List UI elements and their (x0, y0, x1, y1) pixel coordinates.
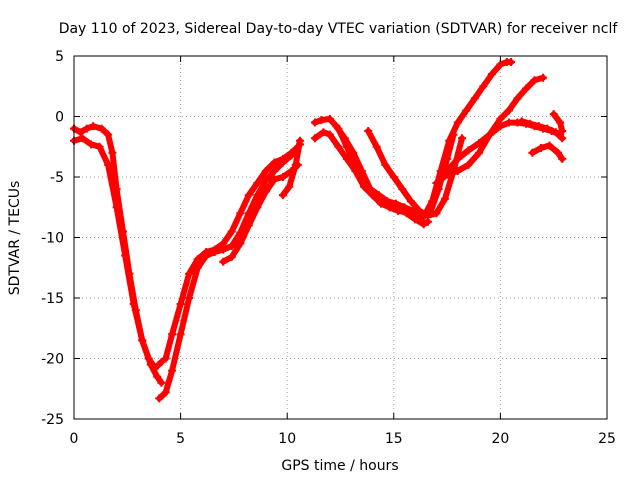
series-markers-arc-14 (549, 110, 567, 136)
x-axis-label: GPS time / hours (281, 458, 398, 474)
chart-title: Day 110 of 2023, Sidereal Day-to-day VTE… (59, 21, 619, 37)
series-markers-arc-2 (70, 134, 166, 387)
y-tick-label: 0 (55, 110, 64, 126)
x-tick-label: 10 (278, 431, 296, 447)
series-arc-2 (71, 135, 165, 386)
series-markers-arc-12 (517, 117, 567, 143)
y-axis-label: SDTVAR / TECUs (7, 181, 23, 296)
y-tick-label: -25 (41, 412, 64, 428)
series-markers-arc-13 (528, 141, 567, 163)
x-tick-label: 15 (385, 431, 403, 447)
series-markers-arc-4 (161, 142, 302, 363)
series-arc-15 (279, 137, 303, 199)
y-tick-label: -15 (41, 291, 64, 307)
data-series-layer (70, 58, 567, 403)
series-markers-arc-1 (70, 122, 166, 373)
y-tick-label: -5 (50, 170, 64, 186)
y-tick-label: -10 (41, 231, 64, 247)
x-tick-label: 0 (70, 431, 79, 447)
x-tick-label: 25 (598, 431, 616, 447)
series-arc-1 (71, 123, 165, 372)
series-arc-3 (156, 141, 303, 402)
series-markers-arc-7 (310, 128, 432, 229)
series-arc-5 (220, 161, 301, 265)
series-arc-9 (365, 128, 465, 219)
x-tick-label: 5 (176, 431, 185, 447)
x-tick-label: 20 (491, 431, 509, 447)
y-tick-label: -20 (41, 352, 64, 368)
y-tick-label: 5 (55, 49, 64, 65)
axis-ticks: 0 5 10 15 20 25 5 0 -5 -10 -15 -20 -25 (41, 49, 616, 447)
series-markers-arc-15 (278, 136, 304, 200)
